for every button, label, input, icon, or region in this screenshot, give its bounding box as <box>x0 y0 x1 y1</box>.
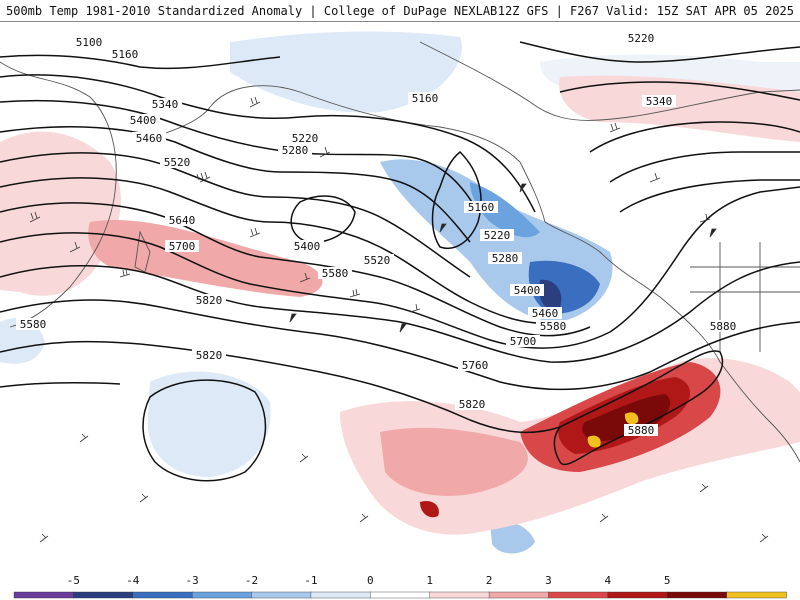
contour-label: 5220 <box>292 132 319 145</box>
colorbar-swatch <box>548 591 609 599</box>
colorbar-swatch <box>429 591 490 599</box>
contour-label: 5820 <box>196 294 223 307</box>
contour-label: 5220 <box>628 32 655 45</box>
contour-label: 5160 <box>468 201 495 214</box>
map-header: 500mb Temp 1981-2010 Standardized Anomal… <box>0 0 800 22</box>
contour-label: 5460 <box>136 132 163 145</box>
colorbar-swatch <box>667 591 728 599</box>
contour-label: 5340 <box>646 95 673 108</box>
colorbar-swatch <box>488 591 550 599</box>
contour-label: 5700 <box>510 335 537 348</box>
colorbar-swatches <box>13 591 787 599</box>
contour-label: 5580 <box>322 267 349 280</box>
colorbar-swatch <box>251 591 312 599</box>
colorbar-swatch <box>73 591 134 599</box>
colorbar-tick-label: 0 <box>366 574 374 587</box>
contour-label: 5340 <box>152 98 179 111</box>
colorbar-tick-label: 4 <box>604 574 612 587</box>
contour-label: 5280 <box>282 144 309 157</box>
contour-label: 5580 <box>540 320 567 333</box>
contour-label: 5700 <box>169 240 196 253</box>
warm-anomaly-shading <box>0 75 800 535</box>
colorbar-tick-label: -2 <box>244 574 259 587</box>
contour-label: 5820 <box>196 349 223 362</box>
contour-label: 5160 <box>412 92 439 105</box>
contour-label: 5100 <box>76 36 103 49</box>
contour-label: 5220 <box>484 229 511 242</box>
map-title: 500mb Temp 1981-2010 Standardized Anomal… <box>6 3 498 18</box>
colorbar-tick-label: -4 <box>126 574 140 587</box>
coastlines <box>0 41 800 463</box>
colorbar-swatch <box>13 591 75 599</box>
contour-label: 5460 <box>532 307 559 320</box>
colorbar-swatch <box>132 591 193 599</box>
contour-label: 5160 <box>112 48 139 61</box>
colorbar-swatch <box>726 591 787 599</box>
colorbar-swatch <box>191 591 253 599</box>
contour-label: 5820 <box>459 398 486 411</box>
contour-label: 5520 <box>164 156 191 169</box>
model-run-info: 12Z GFS | F267 Valid: 15Z SAT APR 05 202… <box>497 3 794 18</box>
height-contours <box>0 41 800 482</box>
contour-label: 5400 <box>514 284 541 297</box>
colorbar-legend: -5 -4 -3 -2 -1 0 1 2 3 4 5 <box>0 572 800 600</box>
contour-label: 5880 <box>628 424 655 437</box>
colorbar-tick-label: 2 <box>485 574 493 587</box>
colorbar-tick-label: -3 <box>185 574 199 587</box>
colorbar-tick-label: 1 <box>426 574 433 587</box>
contour-label: 5400 <box>130 114 157 127</box>
contour-label: 5280 <box>492 252 519 265</box>
colorbar-swatch <box>370 591 431 599</box>
contour-label: 5400 <box>294 240 321 253</box>
colorbar-tick-label: -1 <box>304 574 318 587</box>
colorbar-tick-label: -5 <box>66 574 80 587</box>
contour-label: 5760 <box>462 359 489 372</box>
contour-label: 5880 <box>710 320 737 333</box>
colorbar-tick-label: 3 <box>545 574 552 587</box>
contour-label: 5640 <box>169 214 196 227</box>
colorbar-swatch <box>310 591 372 599</box>
anomaly-map: 5100 5160 5340 5400 5460 5520 5220 5280 … <box>0 22 800 572</box>
colorbar-swatch <box>607 591 668 599</box>
colorbar <box>13 591 787 599</box>
contour-label: 5580 <box>20 318 47 331</box>
colorbar-tick-label: 5 <box>663 574 671 587</box>
contour-value-labels: 5100 5160 5340 5400 5460 5520 5220 5280 … <box>16 32 740 437</box>
contour-label: 5520 <box>364 254 391 267</box>
wind-barbs <box>29 96 769 543</box>
